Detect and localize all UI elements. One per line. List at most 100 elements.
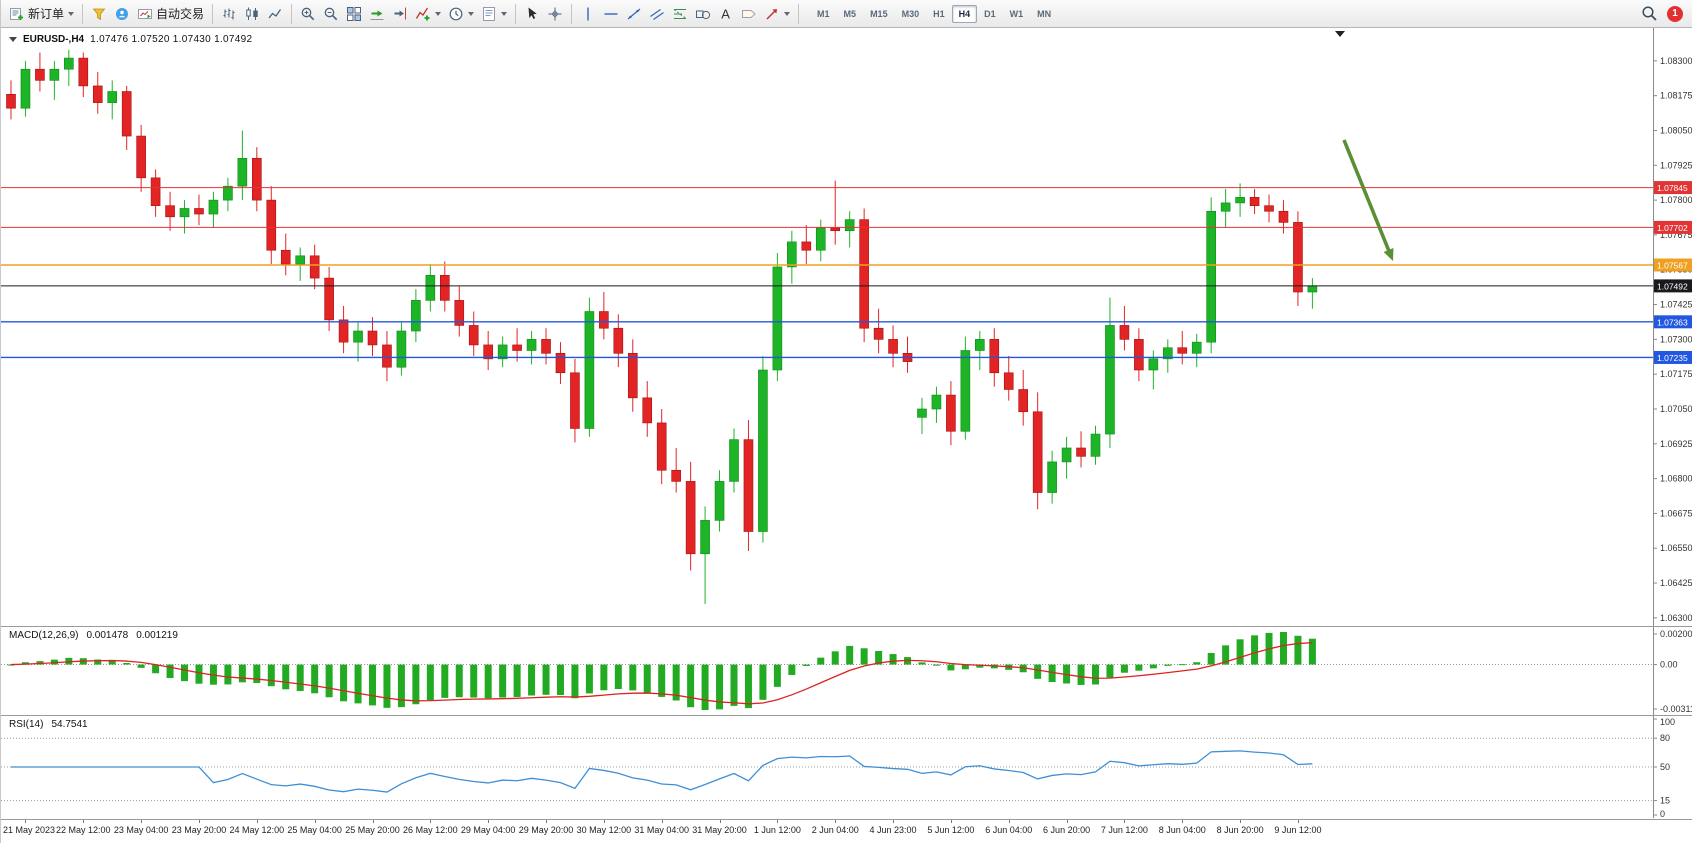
arrows-tool-button[interactable]: [761, 3, 793, 25]
time-axis-label: 24 May 12:00: [229, 825, 285, 835]
price-axis-label: 1.06425: [1660, 578, 1692, 588]
macd-histogram-bar: [238, 664, 246, 683]
trend-arrow-shaft: [1342, 139, 1392, 256]
candle-body: [917, 408, 927, 418]
auto-trading-icon: [137, 6, 153, 22]
metaeditor-button[interactable]: [88, 3, 110, 25]
time-axis[interactable]: 21 May 2023 22 May 12:00 23 May 04:00 23 Ma…: [1, 819, 1692, 843]
auto-scroll-icon: [369, 6, 385, 22]
macd-histogram-bar: [817, 657, 825, 665]
rsi-panel[interactable]: 100 80 50 15 0: [1, 716, 1692, 818]
search-icon[interactable]: [1641, 5, 1658, 22]
timeframe-h1[interactable]: H1: [933, 8, 945, 19]
macd-histogram-bar: [426, 664, 434, 701]
price-line-badge-text: 1.07363: [1657, 317, 1688, 327]
crosshair-icon: [547, 6, 563, 22]
candle-body: [555, 352, 566, 374]
text-label-button[interactable]: [738, 3, 760, 25]
macd-histogram-bar: [614, 664, 622, 690]
crosshair-button[interactable]: [544, 3, 566, 25]
macd-panel[interactable]: 0.002008 0.00 -0.003111: [1, 627, 1692, 715]
trendline-button[interactable]: [623, 3, 645, 25]
timeframe-m15[interactable]: M15: [870, 8, 888, 19]
timeframe-mn[interactable]: MN: [1037, 8, 1052, 19]
macd-histogram-bar: [875, 650, 883, 665]
text-button[interactable]: A: [715, 3, 737, 25]
timeframe-m30[interactable]: M30: [901, 8, 920, 19]
timeframe-m1[interactable]: M1: [817, 8, 830, 19]
macd-label-row: MACD(12,26,9) 0.001478 0.001219: [9, 630, 178, 641]
community-icon: [114, 6, 130, 22]
horizontal-line-button[interactable]: [600, 3, 622, 25]
templates-button[interactable]: [478, 3, 510, 25]
zoom-in-button[interactable]: [297, 3, 319, 25]
zoom-out-button[interactable]: [320, 3, 342, 25]
macd-histogram-bar: [672, 664, 680, 701]
timeframe-w1[interactable]: W1: [1009, 8, 1024, 19]
panel-divider[interactable]: [1, 715, 1692, 716]
vertical-line-button[interactable]: [577, 3, 599, 25]
macd-histogram-bar: [455, 664, 463, 698]
fibonacci-button[interactable]: [669, 3, 691, 25]
new-order-icon: [9, 6, 25, 22]
candle-body: [266, 199, 277, 251]
time-tick: [256, 820, 258, 823]
macd-histogram-bar: [759, 664, 767, 700]
shapes-button[interactable]: [692, 3, 714, 25]
auto-scroll-button[interactable]: [366, 3, 388, 25]
tile-windows-button[interactable]: [343, 3, 365, 25]
chart-shift-button[interactable]: [389, 3, 411, 25]
bar-chart-button[interactable]: [218, 3, 240, 25]
candle-body: [6, 93, 16, 109]
time-axis-label: 4 Jun 23:00: [869, 825, 917, 835]
new-order-button[interactable]: 新订单: [6, 3, 77, 25]
time-axis-label: 25 May 04:00: [287, 825, 342, 835]
time-tick: [893, 820, 895, 823]
symbol-dropdown-icon[interactable]: [9, 37, 17, 42]
trend-arrow-annotation[interactable]: [1342, 139, 1394, 261]
macd-histogram-bar: [1222, 645, 1230, 665]
community-button[interactable]: [111, 3, 133, 25]
timeframe-h4[interactable]: H4: [951, 4, 978, 23]
notification-badge[interactable]: 1: [1667, 5, 1683, 22]
indicators-button[interactable]: [412, 3, 444, 25]
price-line-badge-text: 1.07492: [1657, 281, 1688, 291]
time-axis-label: 6 Jun 20:00: [1043, 825, 1091, 835]
auto-trading-label: 自动交易: [156, 7, 205, 21]
candle-body: [671, 469, 681, 482]
panel-divider[interactable]: [1, 626, 1692, 627]
candle-body: [960, 350, 971, 432]
candle-body: [136, 135, 146, 179]
price-chart[interactable]: 1.08300 1.08175 1.08050 1.07925 1.07800 1.076…: [1, 28, 1692, 626]
one-click-trading-collapse-icon[interactable]: [1335, 31, 1345, 37]
macd-histogram-bar: [108, 659, 116, 665]
line-chart-button[interactable]: [264, 3, 286, 25]
candle-body: [454, 300, 465, 326]
candle-body: [570, 372, 580, 429]
candle-body: [599, 311, 609, 329]
candlestick-chart-button[interactable]: [241, 3, 263, 25]
macd-histogram-bar: [1178, 664, 1186, 666]
macd-histogram-bar: [412, 664, 420, 705]
price-line-badge-text: 1.07845: [1657, 183, 1688, 193]
macd-histogram-bar: [325, 664, 333, 698]
macd-histogram-bar: [484, 664, 492, 699]
rsi-label-row: RSI(14) 54.7541: [9, 719, 88, 730]
macd-histogram-bar: [1106, 664, 1114, 678]
cursor-icon: [524, 6, 540, 22]
macd-histogram-bar: [1048, 664, 1056, 683]
auto-trading-button[interactable]: 自动交易: [134, 3, 207, 25]
channel-button[interactable]: [646, 3, 668, 25]
horizontal-line-icon: [603, 6, 619, 22]
timeframe-m5[interactable]: M5: [843, 8, 857, 19]
time-tick: [546, 820, 548, 823]
rsi-axis-label: 50: [1660, 762, 1670, 772]
vertical-line-icon: [580, 6, 596, 22]
candle-body: [512, 344, 522, 351]
macd-histogram-bar: [1193, 662, 1201, 665]
timeframe-d1[interactable]: D1: [984, 8, 996, 19]
macd-histogram-bar: [744, 664, 752, 709]
periods-button[interactable]: [445, 3, 477, 25]
cursor-button[interactable]: [521, 3, 543, 25]
macd-histogram-bar: [860, 648, 868, 665]
